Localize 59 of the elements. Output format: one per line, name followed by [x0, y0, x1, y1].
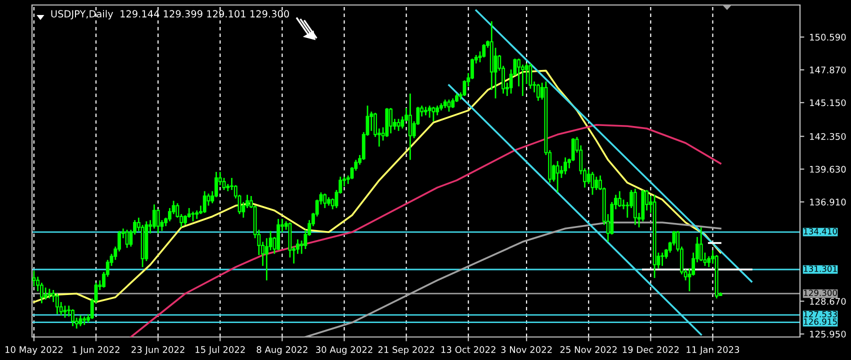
candlestick — [660, 252, 664, 267]
y-tick-label: 128.670 — [810, 298, 846, 305]
candlestick — [564, 156, 568, 176]
y-tick-label: 125.950 — [810, 330, 846, 338]
line-series — [33, 70, 722, 303]
ref-line-label: 127.533 — [804, 311, 837, 318]
ref-line-label: 129.300 — [804, 290, 837, 296]
candlestick — [586, 168, 590, 185]
ref-line-label: 134.410 — [804, 228, 837, 234]
candlestick — [323, 192, 327, 209]
x-tick-label: 23 Jun 2022 — [132, 346, 184, 355]
x-tick-label: 13 Oct 2022 — [441, 346, 496, 354]
candlestick — [48, 288, 52, 300]
candlestick — [699, 226, 703, 262]
x-tick-label: 3 Nov 2022 — [501, 346, 552, 354]
y-tick-label: 142.350 — [810, 133, 846, 140]
candlestick — [594, 176, 598, 191]
candlestick — [432, 106, 436, 122]
y-tick-label: 136.910 — [810, 198, 846, 206]
candlestick — [389, 107, 393, 134]
candlestick — [482, 43, 486, 58]
candlestick — [156, 208, 160, 234]
x-tick-label: 19 Dec 2022 — [622, 346, 679, 354]
candlestick — [202, 190, 206, 214]
candlestick — [428, 104, 432, 118]
candlestick — [528, 62, 532, 90]
x-tick-label: 11 Jan 2023 — [686, 346, 740, 355]
candlestick — [32, 270, 36, 288]
candlestick — [191, 210, 195, 222]
x-tick-label: 1 Jun 2022 — [72, 346, 120, 355]
candlestick — [451, 98, 455, 109]
candlestick — [536, 83, 540, 102]
candlestick — [447, 98, 451, 112]
x-tick-label: 25 Nov 2022 — [560, 346, 617, 354]
candlestick — [622, 198, 626, 210]
x-tick-label: 10 May 2022 — [6, 346, 62, 355]
chart-title: USDJPY,Daily 129.144 129.399 129.101 129.300 — [51, 10, 289, 20]
x-tick-label: 8 Aug 2022 — [256, 346, 308, 355]
candlestick — [152, 204, 156, 230]
candlestick — [436, 104, 440, 116]
candlestick — [396, 118, 400, 132]
candlestick — [556, 160, 560, 194]
ref-line-label: 131.301 — [804, 266, 837, 272]
x-tick-label: 30 Aug 2022 — [316, 346, 372, 355]
y-tick-label: 139.630 — [810, 166, 846, 173]
candlestick — [125, 229, 129, 249]
candlestick — [78, 314, 82, 327]
candlestick — [71, 308, 74, 327]
candlestick — [618, 190, 622, 208]
x-tick-label: 21 Sep 2022 — [378, 346, 434, 355]
y-tick-label: 145.150 — [810, 99, 846, 106]
candlestick — [55, 292, 59, 315]
y-tick-label: 150.590 — [810, 34, 846, 41]
y-tick-label: 147.870 — [810, 66, 846, 74]
x-tick-label: 15 Jul 2022 — [196, 346, 245, 355]
line-series — [130, 124, 722, 337]
ref-line-label: 126.915 — [804, 318, 837, 325]
candlestick — [408, 92, 412, 161]
candlestick — [44, 286, 48, 300]
